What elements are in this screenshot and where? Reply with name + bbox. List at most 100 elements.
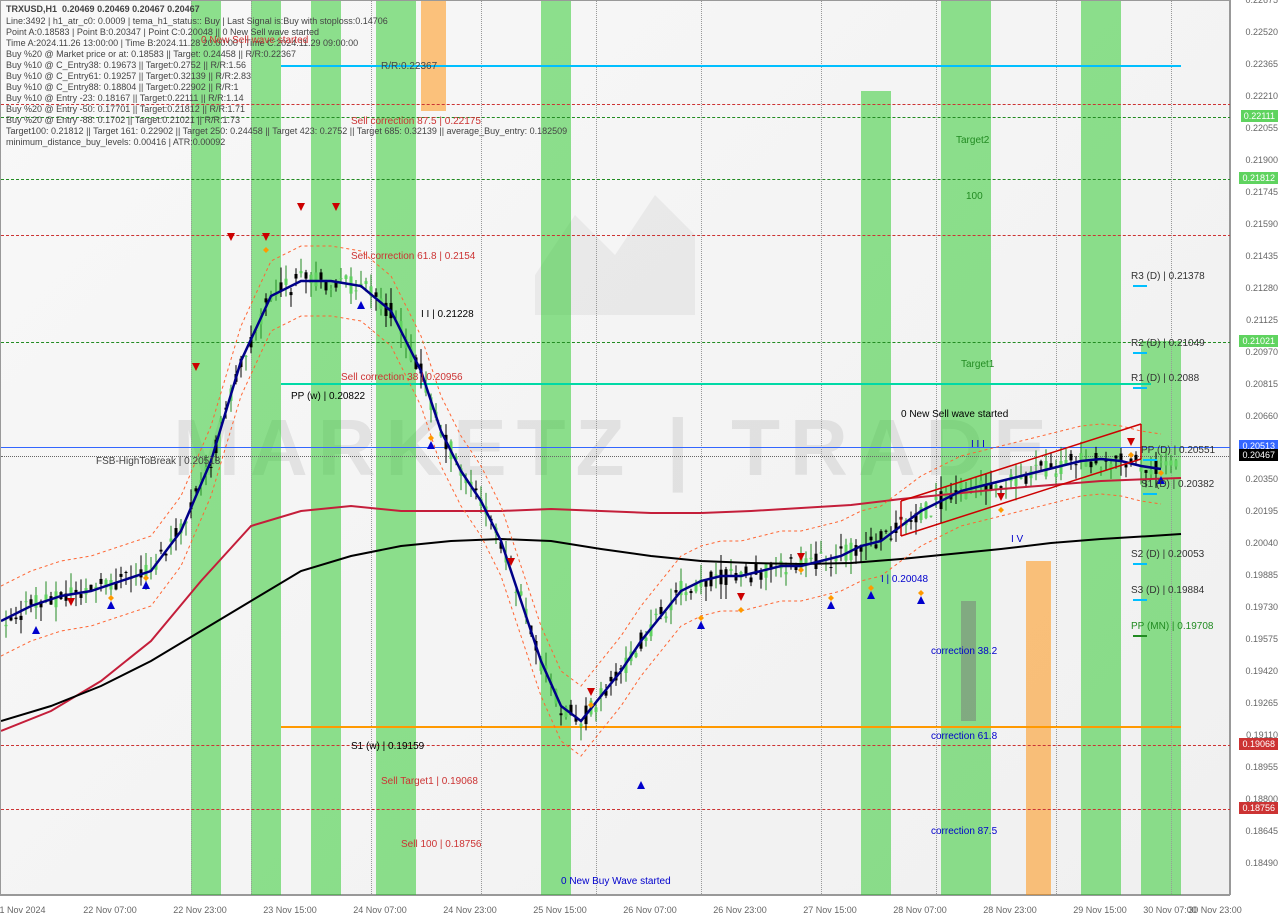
- session-line: [936, 1, 937, 896]
- y-tick-label: 0.22210: [1245, 91, 1278, 101]
- gray-bar: [961, 601, 976, 721]
- info-line: minimum_distance_buy_levels: 0.00416 | A…: [6, 137, 225, 147]
- session-line: [596, 1, 597, 896]
- pivot-marker: [1133, 599, 1147, 601]
- y-tick-label: 0.21435: [1245, 251, 1278, 261]
- horizontal-line: [1, 342, 1231, 343]
- x-tick-label: 23 Nov 15:00: [263, 905, 317, 915]
- y-tick-label: 0.22675: [1245, 0, 1278, 5]
- horizontal-line: [1, 447, 1231, 448]
- info-line: Buy %10 @ C_Entry88: 0.18804 || Target:0…: [6, 82, 238, 92]
- y-tick-label: 0.18490: [1245, 858, 1278, 868]
- x-tick-label: 21 Nov 2024: [0, 905, 46, 915]
- pivot-marker: [1133, 387, 1147, 389]
- y-tick-label: 0.22365: [1245, 59, 1278, 69]
- y-tick-label: 0.21280: [1245, 283, 1278, 293]
- orange-bar: [421, 1, 446, 111]
- session-line: [1056, 1, 1057, 896]
- info-line: Buy %20 @ Entry -50: 0.17701 || Target:0…: [6, 104, 245, 114]
- x-axis: 21 Nov 2024 22 Nov 07:00 22 Nov 23:00 23 No…: [0, 895, 1230, 920]
- chart-annotation: Target1: [961, 359, 994, 370]
- pivot-marker: [1133, 352, 1147, 354]
- chart-annotation: Sell correction 38 | 0.20956: [341, 372, 463, 383]
- info-line: Buy %10 @ Entry -23: 0.18167 || Target:0…: [6, 93, 244, 103]
- y-tick-label: 0.18955: [1245, 762, 1278, 772]
- green-bar: [1141, 341, 1181, 896]
- session-line: [821, 1, 822, 896]
- pivot-label: PP (MN) | 0.19708: [1131, 621, 1213, 632]
- x-tick-label: 29 Nov 15:00: [1073, 905, 1127, 915]
- x-tick-label: 24 Nov 07:00: [353, 905, 407, 915]
- chart-annotation: correction 38.2: [931, 646, 997, 657]
- horizontal-line: [1, 179, 1231, 180]
- orange-bar: [1026, 561, 1051, 896]
- pivot-marker: [1143, 493, 1157, 495]
- y-tick-label: 0.20970: [1245, 347, 1278, 357]
- pivot-label: R1 (D) | 0.2088: [1131, 373, 1199, 384]
- chart-annotation: Target2: [956, 135, 989, 146]
- y-tick-label: 0.21812: [1239, 172, 1278, 184]
- chart-annotation: correction 87.5: [931, 826, 997, 837]
- chart-annotation: 100: [966, 191, 983, 202]
- y-tick-label: 0.20195: [1245, 506, 1278, 516]
- x-tick-label: 26 Nov 23:00: [713, 905, 767, 915]
- y-tick-label: 0.21745: [1245, 187, 1278, 197]
- chart-annotation: Sell correction 87.5 | 0.22175: [351, 116, 481, 127]
- pivot-marker: [1133, 285, 1147, 287]
- horizontal-line: [1, 235, 1231, 236]
- x-tick-label: 25 Nov 15:00: [533, 905, 587, 915]
- horizontal-line: [281, 383, 1151, 385]
- x-tick-label: 22 Nov 23:00: [173, 905, 227, 915]
- session-line: [701, 1, 702, 896]
- pivot-label: S2 (D) | 0.20053: [1131, 549, 1204, 560]
- horizontal-line: [1, 745, 1231, 746]
- y-tick-label: 0.20040: [1245, 538, 1278, 548]
- pivot-label: S1 (D) | 0.20382: [1141, 479, 1214, 490]
- chart-annotation: S1 (w) | 0.19159: [351, 741, 424, 752]
- y-tick-label: 0.19575: [1245, 634, 1278, 644]
- chart-area[interactable]: MARKETZ | TRADE TRXUSD,H1 0.20469 0.2046…: [0, 0, 1230, 895]
- y-tick-label: 0.22111: [1241, 110, 1278, 122]
- chart-annotation: Sell 100 | 0.18756: [401, 839, 481, 850]
- chart-annotation: PP (w) | 0.20822: [291, 391, 365, 402]
- info-line: Line:3492 | h1_atr_c0: 0.0009 | tema_h1_…: [6, 16, 388, 26]
- x-tick-label: 22 Nov 07:00: [83, 905, 137, 915]
- chart-container: MARKETZ | TRADE TRXUSD,H1 0.20469 0.2046…: [0, 0, 1280, 920]
- chart-annotation: I V: [1011, 534, 1023, 545]
- y-tick-label: 0.19885: [1245, 570, 1278, 580]
- y-tick-label: 0.19068: [1239, 738, 1278, 750]
- y-tick-label: 0.21021: [1239, 335, 1278, 347]
- green-bar: [861, 91, 891, 896]
- pivot-marker: [1143, 459, 1157, 461]
- symbol-header: TRXUSD,H1 0.20469 0.20469 0.20467 0.2046…: [6, 4, 200, 14]
- chart-annotation: I I | 0.21228: [421, 309, 474, 320]
- x-tick-label: 27 Nov 15:00: [803, 905, 857, 915]
- info-line: Buy %10 @ C_Entry38: 0.19673 || Target:0…: [6, 60, 246, 70]
- pivot-label: PP (D) | 0.20551: [1141, 445, 1215, 456]
- y-tick-label: 0.21900: [1245, 155, 1278, 165]
- y-tick-label: 0.20815: [1245, 379, 1278, 389]
- green-bar: [1081, 1, 1121, 896]
- chart-annotation: R/R:0.22367: [381, 61, 437, 72]
- y-tick-label: 0.21125: [1246, 315, 1278, 325]
- info-line: Buy %10 @ C_Entry61: 0.19257 || Target:0…: [6, 71, 251, 81]
- y-tick-label: 0.20350: [1245, 474, 1278, 484]
- info-line: Target100: 0.21812 || Target 161: 0.2290…: [6, 126, 567, 136]
- y-tick-label: 0.19265: [1245, 698, 1278, 708]
- y-tick-label: 0.20660: [1245, 411, 1278, 421]
- chart-annotation: Sell correction 61.8 | 0.2154: [351, 251, 475, 262]
- chart-annotation: 0 New Sell wave started: [201, 35, 308, 46]
- chart-annotation: Sell Target1 | 0.19068: [381, 776, 478, 787]
- y-tick-label: 0.21590: [1245, 219, 1278, 229]
- x-tick-label: 28 Nov 23:00: [983, 905, 1037, 915]
- y-tick-label: 0.22055: [1245, 123, 1278, 133]
- chart-annotation: 0 New Sell wave started: [901, 409, 1008, 420]
- x-tick-label: 28 Nov 07:00: [893, 905, 947, 915]
- chart-annotation: I I I: [971, 439, 985, 450]
- pivot-marker: [1133, 635, 1147, 637]
- y-tick-label: 0.22520: [1245, 27, 1278, 37]
- pivot-label: R2 (D) | 0.21049: [1131, 338, 1205, 349]
- horizontal-line: [281, 726, 1181, 728]
- x-tick-label: 30 Nov 23:00: [1188, 905, 1242, 915]
- y-tick-label: 0.19420: [1245, 666, 1278, 676]
